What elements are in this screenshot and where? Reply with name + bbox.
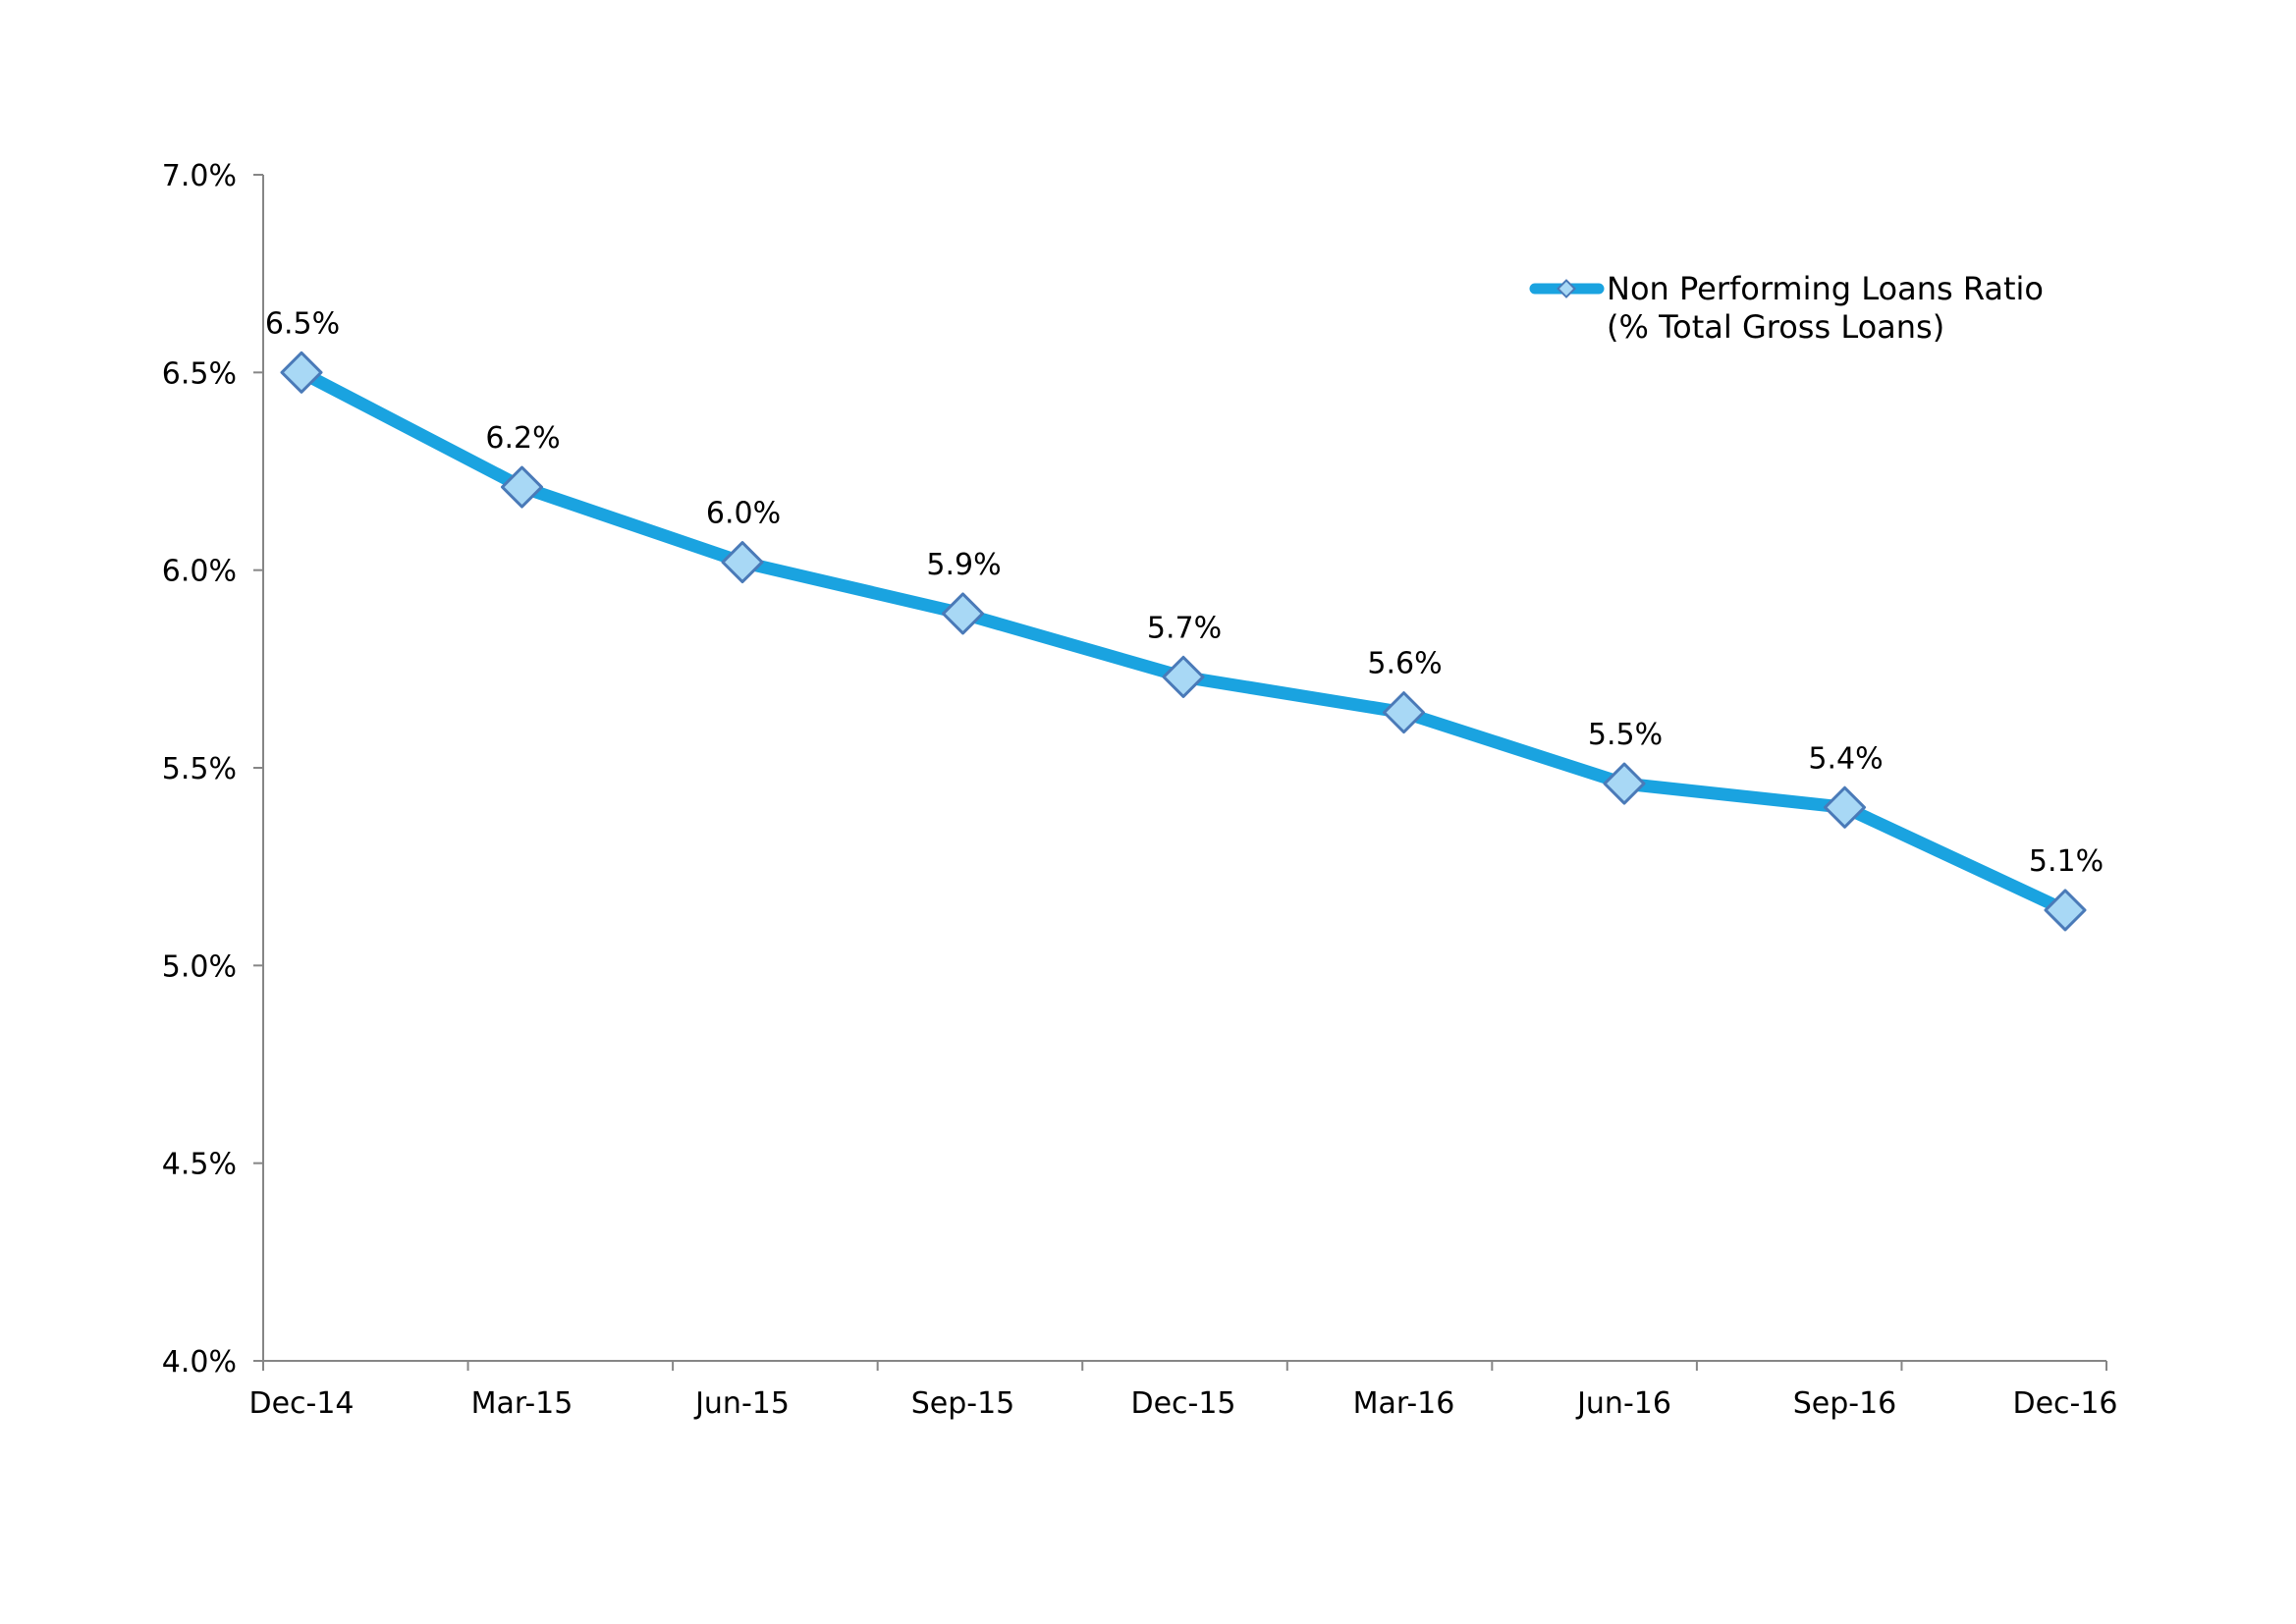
y-tick-label: 4.0% (162, 1345, 237, 1380)
data-label: 5.7% (1147, 611, 1222, 645)
data-point-marker (1824, 785, 1866, 829)
data-point-marker (2044, 889, 2087, 932)
series-npl-ratio (280, 351, 2087, 932)
x-tick-label: Sep-16 (1793, 1386, 1897, 1421)
y-tick-label: 5.0% (162, 949, 237, 984)
data-label: 5.4% (1808, 741, 1883, 776)
x-tick-label: Dec-16 (2012, 1386, 2117, 1421)
data-point-marker (280, 351, 323, 394)
data-label: 5.1% (2029, 844, 2104, 879)
data-labels: 6.5% 6.2% 6.0% 5.9% 5.7% 5.6% 5.5% 5.4% 5.1% (265, 306, 2104, 879)
data-label: 5.9% (926, 548, 1001, 582)
legend: Non Performing Loans Ratio (% Total Gros… (1529, 270, 2044, 346)
legend-marker-swatch (1557, 279, 1576, 298)
data-label: 5.6% (1367, 647, 1442, 681)
legend-label-line-2: (% Total Gross Loans) (1607, 308, 1944, 346)
y-tick-label: 4.5% (162, 1148, 237, 1182)
y-tick-label: 6.5% (162, 356, 237, 391)
y-tick-label: 5.5% (162, 752, 237, 786)
data-point-marker (721, 541, 764, 584)
y-tick-label: 7.0% (162, 159, 237, 193)
x-tick-label: Dec-14 (248, 1386, 354, 1421)
x-tick-label: Mar-15 (471, 1386, 574, 1421)
data-point-marker (1603, 762, 1646, 805)
x-tick-label: Jun-16 (1575, 1386, 1671, 1421)
data-label: 5.5% (1588, 718, 1663, 752)
data-point-marker (501, 465, 543, 509)
x-tick-label: Dec-15 (1130, 1386, 1235, 1421)
y-tick-label: 6.0% (162, 555, 237, 589)
x-axis: Dec-14 Mar-15 Jun-15 Sep-15 Dec-15 Mar-16 Jun-… (248, 1360, 2118, 1421)
data-label: 6.2% (485, 421, 560, 456)
data-point-marker (942, 592, 984, 635)
data-point-marker (1383, 691, 1425, 734)
x-tick-label: Mar-16 (1353, 1386, 1455, 1421)
data-point-marker (1162, 655, 1205, 698)
legend-label-line-1: Non Performing Loans Ratio (1607, 270, 2044, 307)
data-label: 6.5% (265, 306, 340, 341)
data-label: 6.0% (706, 497, 781, 531)
x-tick-label: Jun-15 (693, 1386, 790, 1421)
x-tick-label: Sep-15 (911, 1386, 1015, 1421)
y-axis: 4.0% 4.5% 5.0% 5.5% 6.0% 6.5% 7.0% (162, 159, 264, 1380)
